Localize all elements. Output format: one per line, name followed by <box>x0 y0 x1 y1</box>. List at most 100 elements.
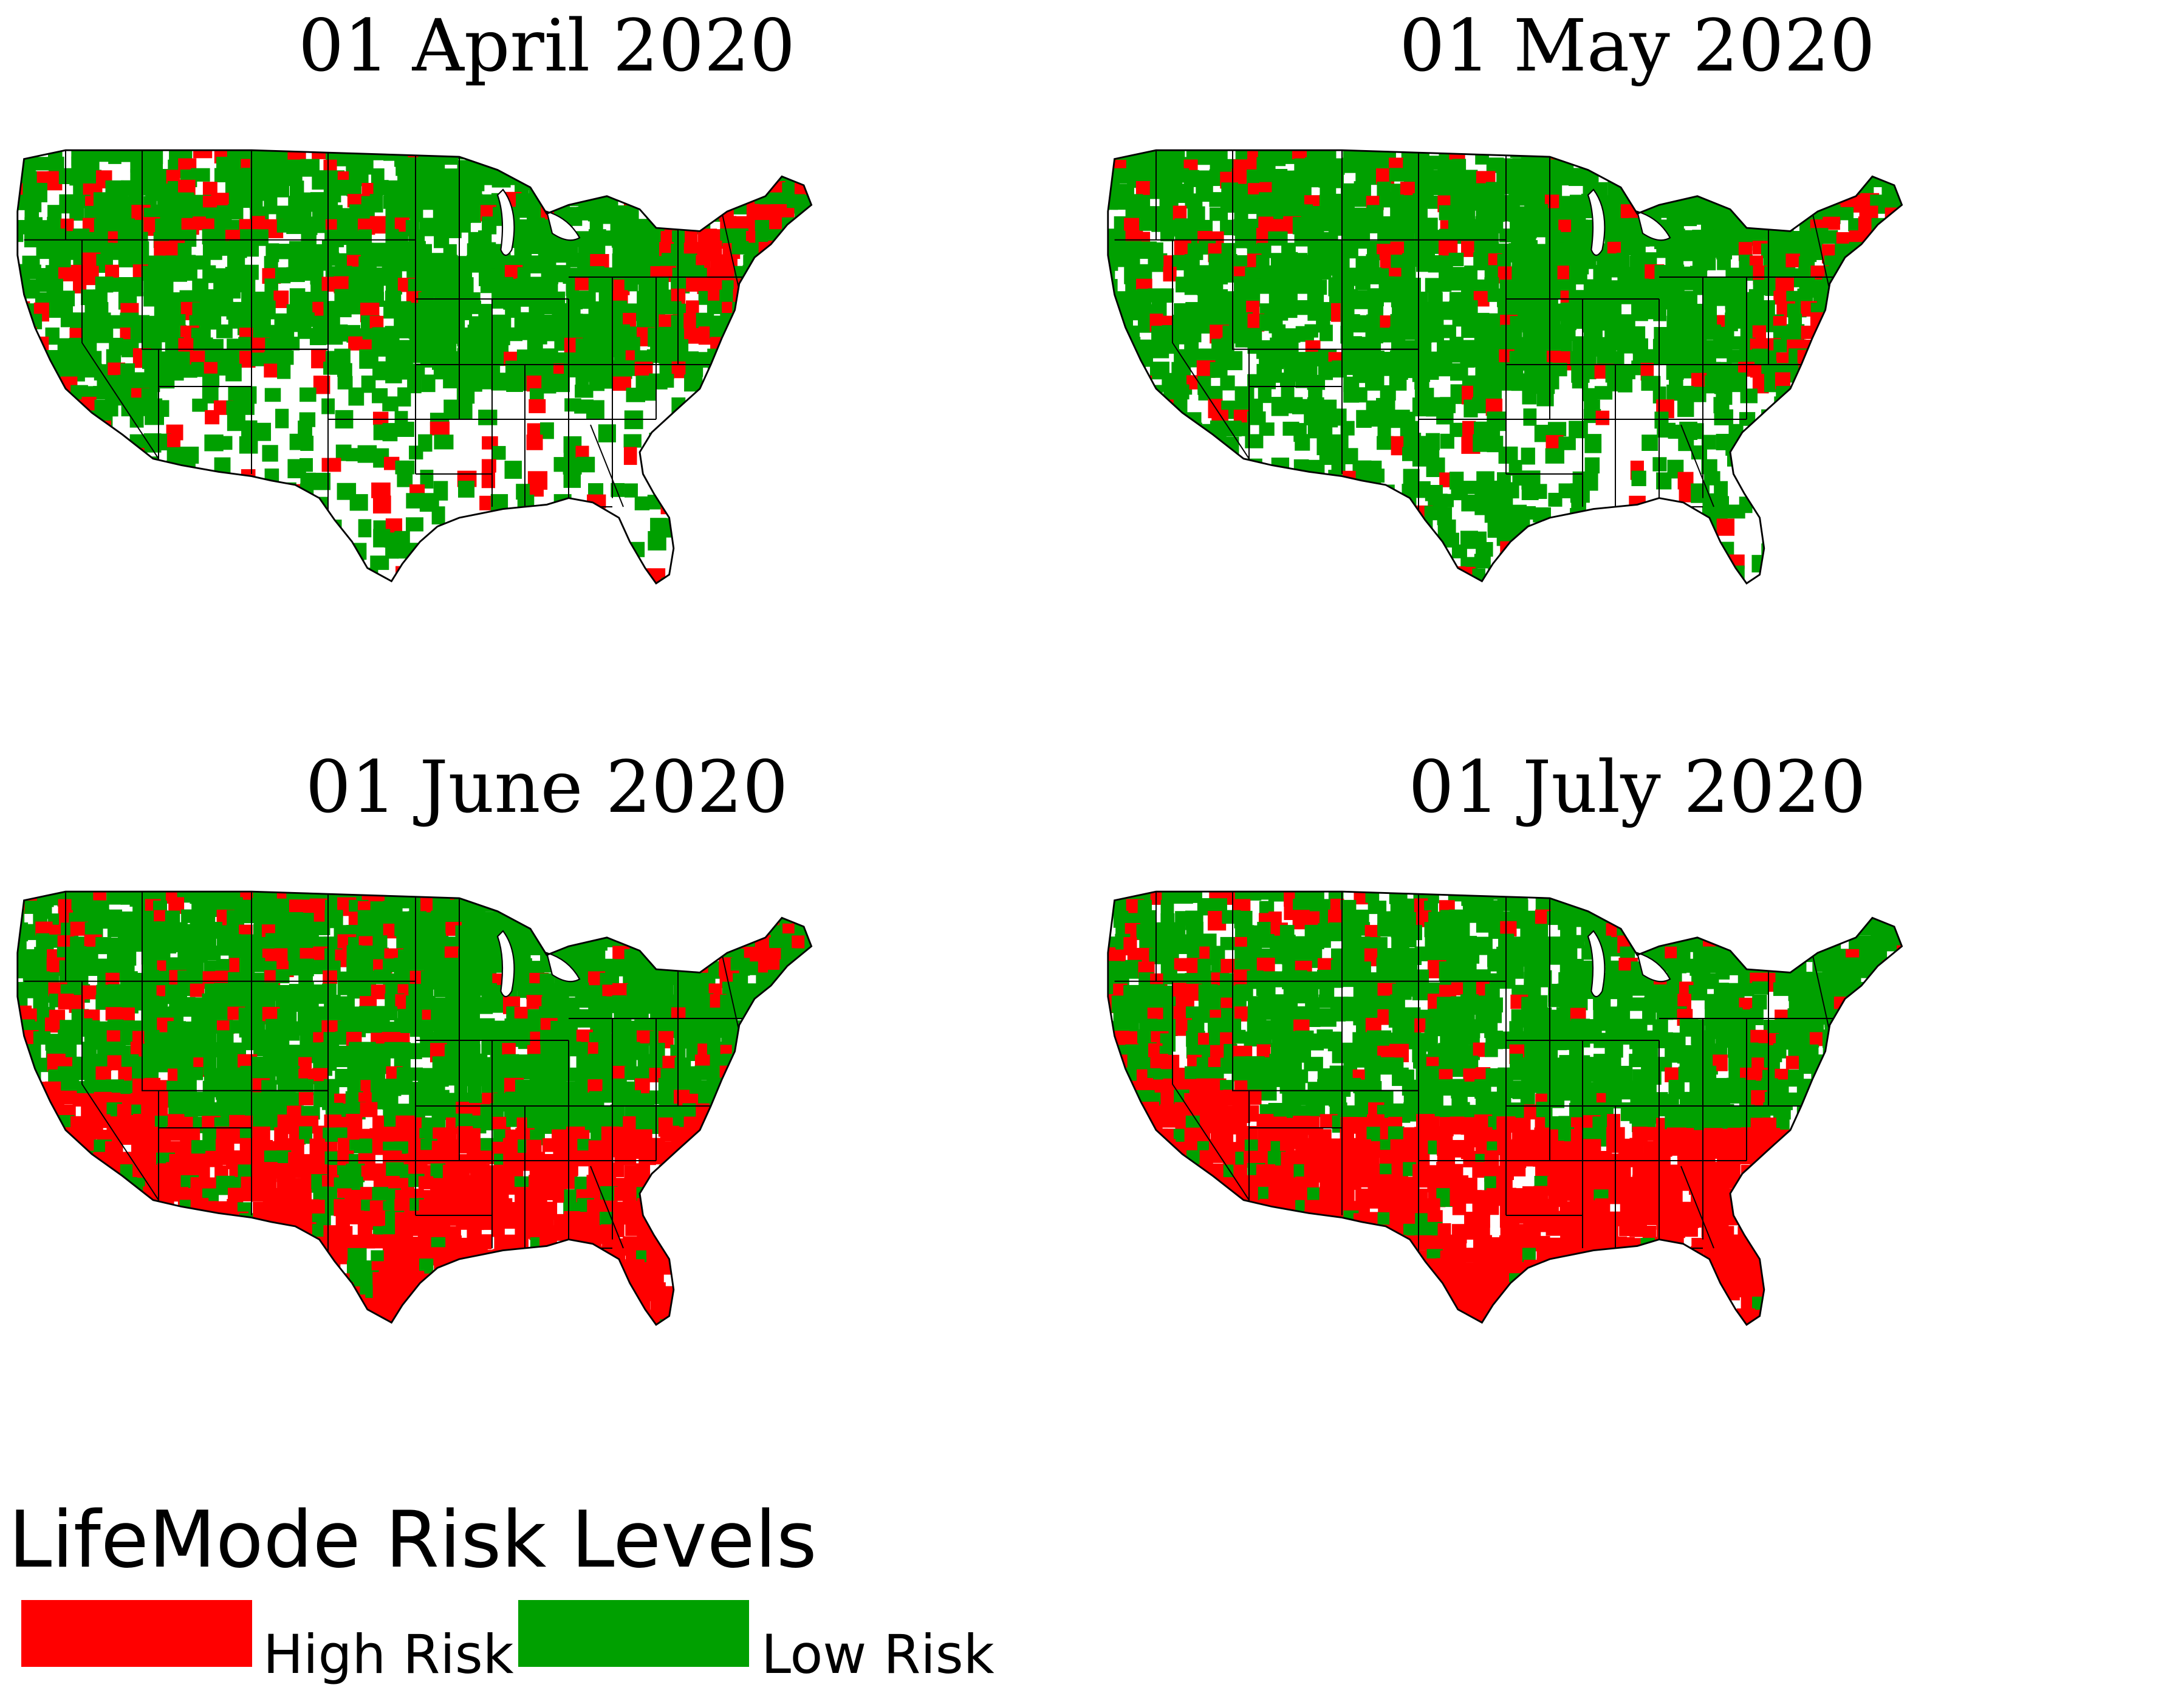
county-low-risk <box>312 521 327 537</box>
county-low-risk <box>69 207 84 221</box>
county-high-risk <box>623 447 637 465</box>
county-high-risk <box>756 254 775 274</box>
county-low-risk <box>650 159 667 177</box>
county-low-risk <box>107 924 122 938</box>
county-low-risk <box>707 520 724 535</box>
county-low-risk <box>1857 566 1876 583</box>
county-high-risk <box>1786 399 1805 415</box>
county-low-risk <box>1762 182 1776 197</box>
county-low-risk <box>721 337 736 351</box>
county-low-risk <box>1909 532 1925 551</box>
county-low-risk <box>431 506 445 524</box>
county-low-risk <box>528 276 544 291</box>
county-low-risk <box>816 276 831 295</box>
county-high-risk <box>589 541 603 560</box>
county-low-risk <box>1897 517 1902 536</box>
county-low-risk <box>804 171 812 190</box>
county-low-risk <box>1377 422 1391 439</box>
county-low-risk <box>1677 150 1694 158</box>
county-low-risk <box>106 891 123 905</box>
county-low-risk <box>1714 505 1728 521</box>
county-low-risk <box>1388 555 1403 573</box>
county-low-risk <box>649 194 669 210</box>
county-high-risk <box>1174 436 1190 453</box>
county-low-risk <box>156 568 171 583</box>
county-low-risk <box>1824 518 1840 536</box>
county-low-risk <box>1475 592 1491 607</box>
county-high-risk <box>526 434 543 450</box>
county-low-risk <box>1594 276 1608 293</box>
county-low-risk <box>711 150 730 162</box>
county-low-risk <box>405 517 423 532</box>
county-low-risk <box>24 591 39 606</box>
county-high-risk <box>1245 506 1265 522</box>
county-low-risk <box>132 566 148 583</box>
county-low-risk <box>707 388 725 402</box>
county-low-risk <box>795 242 809 261</box>
county-low-risk <box>1870 436 1888 456</box>
county-high-risk <box>744 277 760 297</box>
county-low-risk <box>155 518 173 532</box>
county-low-risk <box>1797 412 1813 430</box>
county-low-risk <box>94 495 112 512</box>
county-low-risk <box>742 578 759 583</box>
county-low-risk <box>1824 397 1842 413</box>
county-low-risk <box>1307 590 1321 606</box>
county-low-risk <box>1534 204 1549 222</box>
county-low-risk <box>1630 168 1645 185</box>
county-low-risk <box>792 959 810 974</box>
county-high-risk <box>731 315 748 331</box>
county-low-risk <box>17 424 27 438</box>
county-low-risk <box>1809 543 1824 560</box>
county-low-risk <box>506 900 525 915</box>
county-low-risk <box>1560 541 1575 561</box>
county-high-risk <box>612 983 628 998</box>
county-low-risk <box>674 891 694 905</box>
county-low-risk <box>46 934 61 948</box>
county-low-risk <box>1233 469 1250 487</box>
county-low-risk <box>1894 424 1902 440</box>
county-low-risk <box>72 521 89 536</box>
county-low-risk <box>298 421 312 436</box>
county-low-risk <box>1366 469 1385 483</box>
county-low-risk <box>781 280 796 298</box>
county-low-risk <box>1283 532 1301 546</box>
county-high-risk <box>683 242 700 256</box>
county-low-risk <box>722 374 741 394</box>
county-high-risk <box>1112 447 1128 467</box>
county-high-risk <box>120 543 139 562</box>
county-low-risk <box>57 1138 75 1155</box>
county-low-risk <box>83 593 102 608</box>
county-low-risk <box>1798 436 1818 450</box>
county-low-risk <box>1222 482 1241 502</box>
county-low-risk <box>165 543 180 559</box>
county-low-risk <box>790 520 806 537</box>
county-low-risk <box>746 1042 764 1062</box>
county-high-risk <box>804 324 812 342</box>
county-low-risk <box>562 529 577 549</box>
county-low-risk <box>747 1033 761 1049</box>
county-low-risk <box>1292 193 1306 207</box>
county-low-risk <box>793 410 810 426</box>
county-low-risk <box>770 891 789 902</box>
county-low-risk <box>121 470 135 486</box>
county-low-risk <box>275 350 294 365</box>
county-low-risk <box>1798 470 1813 487</box>
county-high-risk <box>46 1128 66 1147</box>
county-low-risk <box>1163 494 1183 511</box>
county-high-risk <box>575 276 591 290</box>
county-low-risk <box>623 434 642 448</box>
county-low-risk <box>1617 373 1633 393</box>
county-high-risk <box>369 216 386 234</box>
county-low-risk <box>1812 364 1827 378</box>
county-low-risk <box>1380 565 1400 582</box>
county-low-risk <box>756 1045 770 1065</box>
county-low-risk <box>1773 168 1790 188</box>
county-low-risk <box>1107 481 1115 495</box>
county-high-risk <box>205 410 220 425</box>
county-low-risk <box>1837 207 1854 221</box>
county-low-risk <box>347 565 366 580</box>
county-low-risk <box>696 447 711 465</box>
county-low-risk <box>719 496 734 510</box>
county-low-risk <box>818 1056 832 1074</box>
